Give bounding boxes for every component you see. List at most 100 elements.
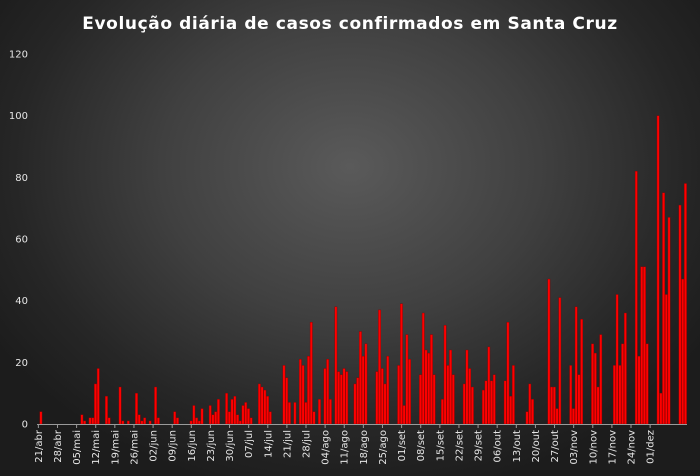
bar <box>359 331 362 425</box>
bar <box>572 408 575 425</box>
bar <box>386 355 390 425</box>
x-tick-label: 19/mai <box>110 430 121 465</box>
x-tick-label: 12/mai <box>91 430 102 465</box>
bar <box>656 115 660 425</box>
bar <box>364 343 368 425</box>
bar <box>397 365 401 425</box>
bar <box>637 355 641 425</box>
bar <box>266 396 269 425</box>
bar <box>640 266 644 425</box>
bar <box>107 417 111 425</box>
bar <box>421 312 425 425</box>
bar <box>94 383 97 425</box>
bar <box>282 365 286 425</box>
x-tick-label: 01/set <box>397 430 408 461</box>
bar <box>481 389 485 425</box>
bar <box>334 306 338 425</box>
x-tick-label: 18/ago <box>359 430 370 465</box>
bar <box>468 368 472 425</box>
x-tick-label: 07/jul <box>244 430 255 458</box>
bar <box>400 303 403 425</box>
x-tick-label: 21/jul <box>282 430 293 458</box>
bar <box>238 420 242 425</box>
bar <box>574 306 578 425</box>
bar <box>173 411 177 425</box>
x-tick-label: 26/mai <box>129 430 140 465</box>
x-tick-label: 10/nov <box>588 430 599 465</box>
bar <box>375 371 379 425</box>
x-tick-label: 04/ago <box>321 430 332 465</box>
bar <box>263 389 267 425</box>
bar <box>88 417 92 425</box>
bar <box>241 405 245 425</box>
bar <box>143 417 147 425</box>
bar <box>471 386 474 425</box>
bar <box>258 383 261 425</box>
bar <box>80 414 84 425</box>
x-tick-label: 22/set <box>454 430 465 461</box>
bar <box>427 352 431 425</box>
y-tick-label: 40 <box>15 296 28 307</box>
bar <box>684 183 687 425</box>
bar <box>419 374 422 425</box>
bar <box>105 396 108 425</box>
bar <box>662 192 665 425</box>
bar <box>293 402 297 425</box>
bar <box>402 405 406 425</box>
bar <box>91 417 95 425</box>
bar <box>643 266 646 425</box>
bar <box>309 322 313 425</box>
bar <box>596 386 600 425</box>
bar <box>509 396 513 425</box>
x-tick-label: 27/out <box>550 430 561 463</box>
y-tick-label: 120 <box>9 50 28 61</box>
x-tick-label: 17/nov <box>607 430 618 465</box>
bar <box>298 359 302 425</box>
bar <box>378 309 381 425</box>
bar <box>225 392 228 425</box>
bar <box>211 414 215 425</box>
bar <box>441 399 444 425</box>
bar <box>659 392 663 425</box>
bar <box>39 411 43 425</box>
bar <box>217 399 220 425</box>
y-tick-label: 20 <box>15 358 28 369</box>
x-tick-label: 20/out <box>531 430 542 463</box>
bar <box>268 411 272 425</box>
bar <box>353 383 357 425</box>
bar <box>462 383 466 425</box>
bar <box>96 368 100 425</box>
y-axis: 0 20 40 60 80 100 120 <box>9 50 28 431</box>
bar <box>405 334 409 425</box>
bar <box>408 359 411 425</box>
bar <box>449 349 452 425</box>
bar <box>329 399 332 425</box>
bar <box>121 420 125 425</box>
bar <box>621 343 624 425</box>
bar <box>307 355 310 425</box>
bar <box>260 386 264 425</box>
bar <box>247 408 250 425</box>
x-tick-label: 13/out <box>512 430 523 463</box>
bar <box>192 405 196 425</box>
bar <box>465 349 469 425</box>
bar <box>664 294 668 425</box>
bar <box>339 374 343 425</box>
bar <box>667 217 671 425</box>
bar <box>285 377 289 425</box>
bar <box>383 383 387 425</box>
bar <box>214 411 218 425</box>
bar <box>380 368 384 425</box>
bar <box>490 380 493 425</box>
bar <box>227 411 231 425</box>
bar <box>323 368 327 425</box>
bar <box>148 420 152 425</box>
bar <box>233 396 237 425</box>
bar <box>558 297 562 425</box>
bar <box>613 365 616 425</box>
bar <box>547 278 551 425</box>
x-tick-label: 09/jun <box>168 430 179 462</box>
bar <box>126 420 130 425</box>
